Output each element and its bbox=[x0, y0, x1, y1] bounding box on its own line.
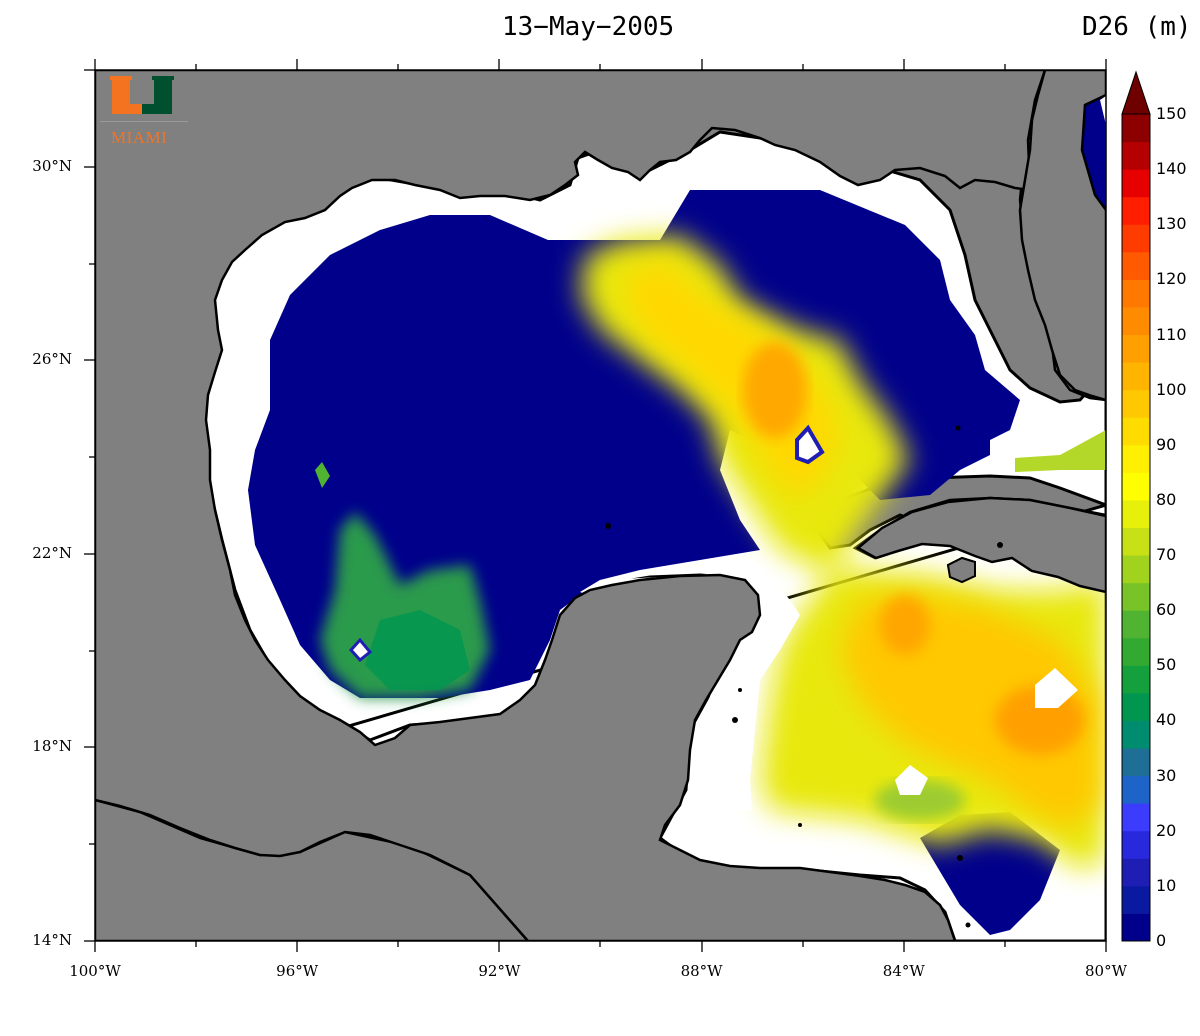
colorbar-tick-label: 150 bbox=[1156, 104, 1187, 123]
colorbar-tick-label: 0 bbox=[1156, 931, 1167, 950]
colorbar-segment bbox=[1122, 444, 1150, 473]
colorbar-segment bbox=[1122, 858, 1150, 887]
colorbar-segment bbox=[1122, 334, 1150, 363]
isla-juventud-top bbox=[946, 556, 976, 584]
colorbar-segment bbox=[1122, 279, 1150, 308]
colorbar-segment bbox=[1122, 499, 1150, 528]
colorbar-segment bbox=[1122, 251, 1150, 280]
colorbar-tick-label: 40 bbox=[1156, 710, 1177, 730]
colorbar-tick-label: 100 bbox=[1156, 379, 1187, 399]
colorbar-tick-label: 140 bbox=[1156, 159, 1187, 179]
colorbar-tick-label: 20 bbox=[1156, 820, 1177, 840]
bahamas-water bbox=[1100, 96, 1106, 125]
colorbar-segment bbox=[1122, 610, 1150, 639]
nodata-hole-2 bbox=[895, 765, 928, 795]
logo-text: MIAMI bbox=[111, 128, 168, 147]
colorbar-segment bbox=[1122, 389, 1150, 418]
field-small-patch bbox=[315, 462, 330, 488]
field-green-south bbox=[875, 780, 965, 820]
logo-divider bbox=[100, 121, 188, 122]
colorbar-tick-label: 70 bbox=[1156, 545, 1177, 565]
colorbar-segment bbox=[1122, 692, 1150, 721]
lon-tick-label: 84°W bbox=[882, 962, 925, 980]
lon-tick-label: 92°W bbox=[478, 962, 521, 980]
colorbar-segment bbox=[1122, 362, 1150, 391]
nodata-hole-1 bbox=[1035, 668, 1078, 708]
colorbar-segment bbox=[1122, 306, 1150, 336]
colorbar-segment bbox=[1122, 885, 1150, 914]
land-north-west bbox=[95, 70, 1047, 941]
field-honduras bbox=[920, 812, 1060, 935]
colorbar-tick-label: 120 bbox=[1156, 269, 1187, 289]
field-campeche-core bbox=[365, 610, 470, 690]
colorbar-segment bbox=[1122, 803, 1150, 832]
colorbar-segment bbox=[1122, 169, 1150, 198]
colorbar-segment bbox=[1122, 527, 1150, 556]
colorbar-tick-label: 10 bbox=[1156, 875, 1177, 895]
colorbar-tick-label: 110 bbox=[1156, 324, 1187, 344]
cuba-land-top bbox=[855, 496, 1106, 594]
lon-tick-label: 96°W bbox=[276, 962, 319, 980]
d26-field bbox=[248, 95, 1106, 935]
lat-tick-label: 22°N bbox=[32, 543, 72, 562]
axis-ticks bbox=[84, 59, 1107, 952]
map-title: 13−May−2005 bbox=[502, 12, 675, 42]
colorbar-segment bbox=[1122, 748, 1150, 777]
field-caribbean-core-2 bbox=[880, 595, 930, 655]
colorbar-segment bbox=[1122, 196, 1150, 225]
colorbar-segment bbox=[1122, 637, 1150, 666]
nodata-hole-4 bbox=[348, 637, 373, 663]
colorbar-segment bbox=[1122, 417, 1150, 446]
colorbar-tick-label: 30 bbox=[1156, 765, 1177, 785]
small-islands bbox=[605, 425, 1003, 928]
colorbar-segment bbox=[1122, 141, 1150, 170]
variable-label: D26 (m) bbox=[1082, 12, 1192, 42]
colorbar-segment bbox=[1122, 775, 1150, 804]
colorbar-segment bbox=[1122, 830, 1150, 859]
lon-tick-label: 88°W bbox=[680, 962, 723, 980]
colorbar-tick-label: 60 bbox=[1156, 600, 1177, 620]
field-straits-band bbox=[1015, 430, 1106, 472]
colorbar-segment bbox=[1122, 582, 1150, 611]
colorbar-segment bbox=[1122, 114, 1150, 143]
colorbar-segment bbox=[1122, 472, 1150, 501]
colorbar-segment bbox=[1122, 224, 1150, 253]
lat-tick-label: 26°N bbox=[32, 350, 72, 369]
florida-land-top bbox=[1018, 70, 1106, 402]
colorbar-frame bbox=[1121, 113, 1151, 942]
lat-tick-label: 14°N bbox=[32, 931, 72, 949]
lat-tick-label: 30°N bbox=[32, 156, 72, 175]
colorbar-segment bbox=[1122, 555, 1150, 584]
colorbar-tick-label: 90 bbox=[1156, 434, 1177, 454]
lon-tick-label: 80°W bbox=[1084, 962, 1127, 980]
map-area bbox=[95, 70, 1106, 941]
colorbar-tick-label: 50 bbox=[1156, 655, 1177, 675]
colorbar-tick-label: 130 bbox=[1156, 214, 1187, 234]
field-florida-straits bbox=[1082, 95, 1106, 210]
university-logo bbox=[110, 76, 174, 114]
colorbar-segment bbox=[1122, 665, 1150, 694]
colorbar-segment bbox=[1122, 720, 1150, 749]
field-loop-inner bbox=[625, 262, 840, 500]
colorbar bbox=[1121, 70, 1151, 942]
field-loop-core bbox=[743, 342, 807, 438]
colorbar-extend-arrow bbox=[1121, 70, 1151, 115]
nodata-hole-3 bbox=[795, 424, 825, 465]
lat-tick-label: 18°N bbox=[32, 737, 72, 756]
lon-tick-label: 100°W bbox=[69, 962, 121, 980]
colorbar-segment bbox=[1122, 913, 1150, 942]
colorbar-tick-label: 80 bbox=[1156, 489, 1177, 509]
